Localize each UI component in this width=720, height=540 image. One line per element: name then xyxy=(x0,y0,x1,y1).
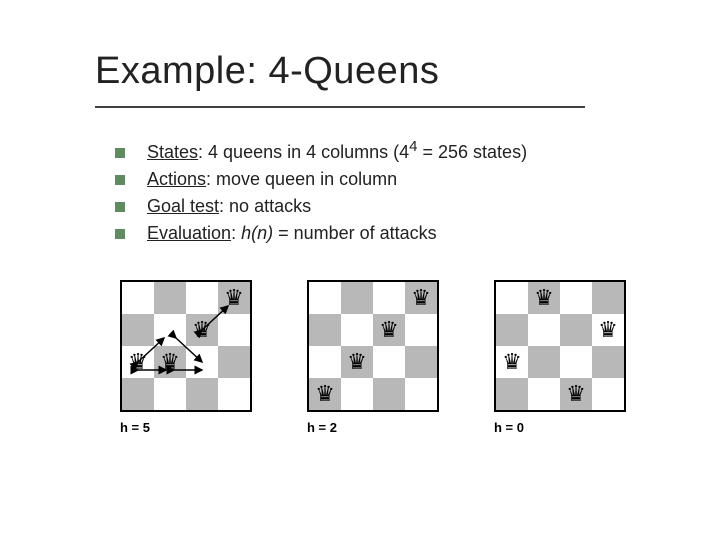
board-cell xyxy=(341,378,373,410)
board-cell xyxy=(154,378,186,410)
board-cell: ♛ xyxy=(154,346,186,378)
h-value-label: h = 2 xyxy=(307,420,337,435)
board-cell xyxy=(592,282,624,314)
bullet-item: Goal test: no attacks xyxy=(115,193,527,220)
board-cell xyxy=(122,314,154,346)
board-cell: ♛ xyxy=(373,314,405,346)
board-cell xyxy=(405,346,437,378)
board-cell xyxy=(373,282,405,314)
title-underline xyxy=(95,106,585,108)
chess-board: ♛♛♛♛ xyxy=(120,280,252,412)
board-cell xyxy=(405,378,437,410)
board-wrap: ♛♛♛♛h = 2 xyxy=(307,280,439,435)
queen-icon: ♛ xyxy=(154,346,186,378)
queen-icon: ♛ xyxy=(373,314,405,346)
queen-icon: ♛ xyxy=(186,314,218,346)
board-cell: ♛ xyxy=(309,378,341,410)
board-cell xyxy=(496,314,528,346)
board-cell xyxy=(122,378,154,410)
bullet-text: Goal test: no attacks xyxy=(147,193,311,220)
board-cell xyxy=(405,314,437,346)
board-cell xyxy=(218,346,250,378)
board-cell xyxy=(341,314,373,346)
board-wrap: ♛♛♛♛h = 5 xyxy=(120,280,252,435)
board-cell xyxy=(560,314,592,346)
queen-icon: ♛ xyxy=(122,346,154,378)
board-cell: ♛ xyxy=(528,282,560,314)
board-row: ♛♛♛♛h = 5♛♛♛♛h = 2♛♛♛♛h = 0 xyxy=(120,280,626,435)
bullet-item: States: 4 queens in 4 columns (44 = 256 … xyxy=(115,136,527,166)
bullet-marker xyxy=(115,175,125,185)
queen-icon: ♛ xyxy=(560,378,592,410)
bullet-marker xyxy=(115,202,125,212)
queen-icon: ♛ xyxy=(218,282,250,314)
board-cell xyxy=(186,346,218,378)
board-cell: ♛ xyxy=(341,346,373,378)
bullet-marker xyxy=(115,229,125,239)
board-cell: ♛ xyxy=(218,282,250,314)
board-cell xyxy=(122,282,154,314)
board-cell xyxy=(373,346,405,378)
board-cell: ♛ xyxy=(186,314,218,346)
board-cell: ♛ xyxy=(122,346,154,378)
board-cell xyxy=(496,282,528,314)
bullet-marker xyxy=(115,148,125,158)
board-cell xyxy=(496,378,528,410)
board-cell xyxy=(341,282,373,314)
board-cell xyxy=(528,314,560,346)
queen-icon: ♛ xyxy=(496,346,528,378)
bullet-item: Evaluation: h(n) = number of attacks xyxy=(115,220,527,247)
slide-title: Example: 4-Queens xyxy=(95,50,439,93)
bullet-text: Evaluation: h(n) = number of attacks xyxy=(147,220,437,247)
board-wrap: ♛♛♛♛h = 0 xyxy=(494,280,626,435)
board-cell: ♛ xyxy=(496,346,528,378)
bullet-text: Actions: move queen in column xyxy=(147,166,397,193)
board-cell xyxy=(186,282,218,314)
board-cell xyxy=(218,314,250,346)
board-cell xyxy=(309,346,341,378)
board-cell xyxy=(560,346,592,378)
board-cell xyxy=(592,378,624,410)
board-cell xyxy=(592,346,624,378)
board-cell xyxy=(154,314,186,346)
board-cell xyxy=(186,378,218,410)
chess-board: ♛♛♛♛ xyxy=(494,280,626,412)
bullet-text: States: 4 queens in 4 columns (44 = 256 … xyxy=(147,136,527,166)
board-cell xyxy=(528,378,560,410)
chess-board: ♛♛♛♛ xyxy=(307,280,439,412)
queen-icon: ♛ xyxy=(405,282,437,314)
queen-icon: ♛ xyxy=(309,378,341,410)
board-cell: ♛ xyxy=(560,378,592,410)
board-cell xyxy=(154,282,186,314)
board-cell: ♛ xyxy=(592,314,624,346)
queen-icon: ♛ xyxy=(341,346,373,378)
bullet-list: States: 4 queens in 4 columns (44 = 256 … xyxy=(115,136,527,247)
board-cell xyxy=(218,378,250,410)
h-value-label: h = 5 xyxy=(120,420,150,435)
board-cell xyxy=(309,282,341,314)
board-cell xyxy=(309,314,341,346)
h-value-label: h = 0 xyxy=(494,420,524,435)
board-cell xyxy=(560,282,592,314)
queen-icon: ♛ xyxy=(528,282,560,314)
queen-icon: ♛ xyxy=(592,314,624,346)
board-cell: ♛ xyxy=(405,282,437,314)
board-cell xyxy=(528,346,560,378)
board-cell xyxy=(373,378,405,410)
bullet-item: Actions: move queen in column xyxy=(115,166,527,193)
